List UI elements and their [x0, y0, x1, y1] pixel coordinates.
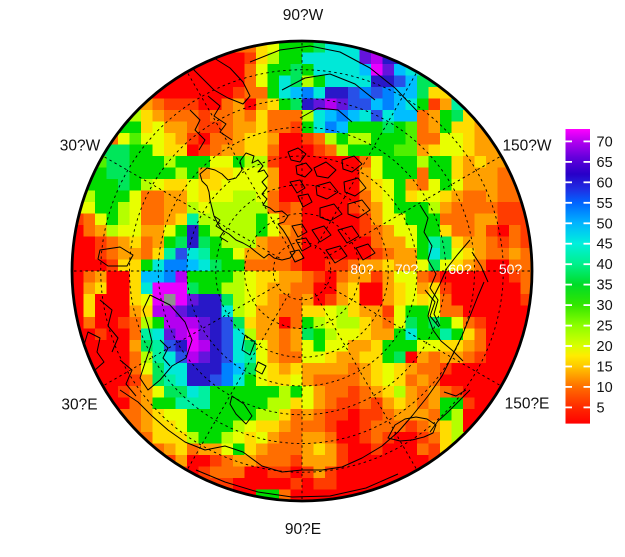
svg-text:150?E: 150?E	[505, 396, 550, 413]
svg-text:65: 65	[597, 155, 613, 171]
svg-text:30: 30	[597, 298, 613, 314]
svg-text:60: 60	[597, 175, 613, 191]
svg-text:15: 15	[597, 360, 613, 376]
svg-text:5: 5	[597, 400, 605, 416]
svg-text:25: 25	[597, 319, 613, 335]
svg-text:45: 45	[597, 237, 613, 253]
svg-text:90?E: 90?E	[285, 521, 321, 538]
svg-text:50?: 50?	[499, 261, 523, 277]
svg-text:40: 40	[597, 257, 613, 273]
svg-text:70: 70	[597, 134, 613, 150]
svg-text:90?W: 90?W	[283, 7, 324, 24]
svg-text:30?E: 30?E	[61, 397, 97, 414]
svg-text:50: 50	[597, 216, 613, 232]
svg-text:35: 35	[597, 278, 613, 294]
svg-text:80?: 80?	[350, 261, 374, 277]
svg-text:70?: 70?	[395, 261, 419, 277]
svg-text:30?W: 30?W	[60, 138, 101, 155]
svg-text:60?: 60?	[448, 261, 472, 277]
svg-text:10: 10	[597, 380, 613, 396]
svg-text:150?W: 150?W	[502, 138, 551, 155]
svg-text:55: 55	[597, 196, 613, 212]
svg-text:20: 20	[597, 339, 613, 355]
